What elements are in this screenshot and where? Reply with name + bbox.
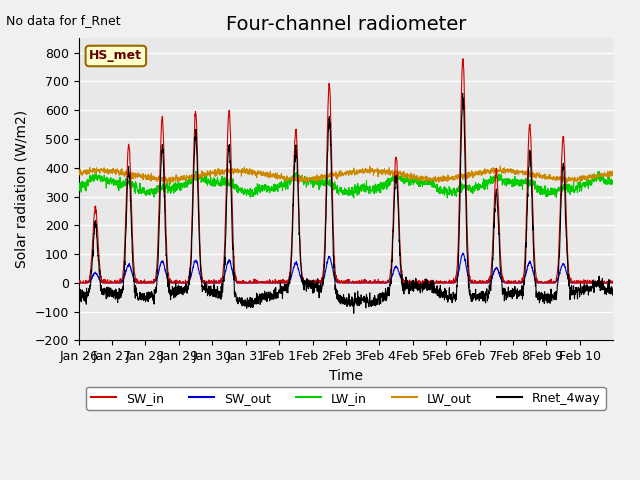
Legend: SW_in, SW_out, LW_in, LW_out, Rnet_4way: SW_in, SW_out, LW_in, LW_out, Rnet_4way — [86, 387, 605, 410]
Text: No data for f_Rnet: No data for f_Rnet — [6, 14, 121, 27]
X-axis label: Time: Time — [329, 369, 363, 383]
Title: Four-channel radiometer: Four-channel radiometer — [226, 15, 466, 34]
Y-axis label: Solar radiation (W/m2): Solar radiation (W/m2) — [15, 110, 29, 268]
Text: HS_met: HS_met — [90, 49, 142, 62]
